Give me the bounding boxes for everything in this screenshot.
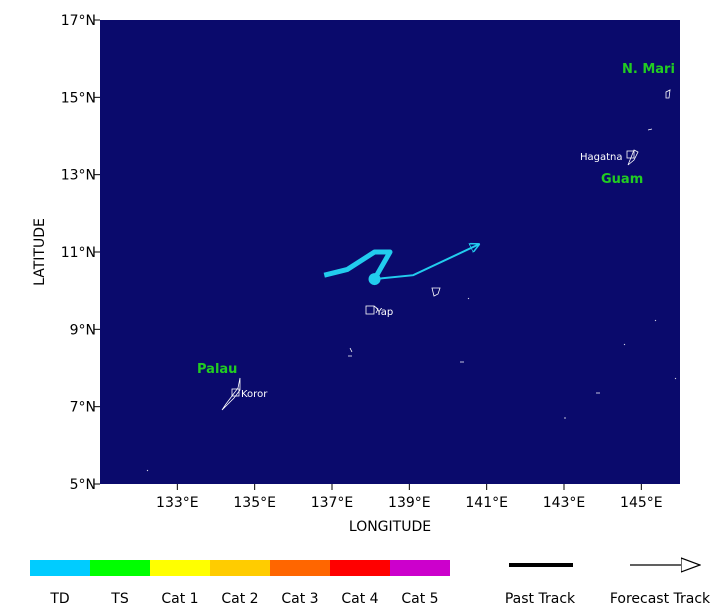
koror-marker [231,388,240,397]
y-tick-label: 7°N [70,400,96,416]
place-label: Palau [197,362,237,377]
place-label: Koror [241,389,268,400]
yap-marker [365,305,375,315]
x-axis-label: LONGITUDE [349,519,431,535]
legend-label: Past Track [505,591,576,604]
place-label: N. Mari [622,62,675,77]
place-label: Yap [375,307,393,318]
legend-label: Cat 3 [281,591,318,604]
y-tick-label: 11°N [61,245,96,261]
legend-label: TS [110,591,129,604]
current-position [368,273,381,286]
y-tick-label: 5°N [70,477,96,493]
legend-label: Cat 1 [161,591,198,604]
legend-swatch [30,560,90,576]
palau-island [221,377,241,411]
legend-swatch [270,560,330,576]
legend-swatch [330,560,390,576]
y-tick-label: 15°N [61,90,96,106]
y-tick-label: 13°N [61,168,96,184]
atolls [146,297,677,472]
place-label: Guam [601,172,643,187]
y-tick-label: 17°N [61,13,96,29]
place-label: Hagatna [580,152,623,163]
legend-label: Cat 2 [221,591,258,604]
forecast-track [374,244,479,281]
saipan-island [665,89,671,99]
legend-label: Cat 5 [401,591,438,604]
legend-swatch [390,560,450,576]
y-axis-label: LATITUDE [32,218,48,286]
legend-label: TD [49,591,69,604]
x-tick-label: 139°E [388,495,431,511]
x-tick-label: 145°E [620,495,663,511]
x-tick-label: 141°E [465,495,508,511]
legend-swatch [150,560,210,576]
x-tick-label: 143°E [543,495,586,511]
x-tick-label: 135°E [233,495,276,511]
legend-swatch [90,560,150,576]
x-tick-label: 137°E [311,495,354,511]
islands [146,89,677,472]
legend-swatch [210,560,270,576]
guam-island [627,149,639,166]
rota-island [647,128,653,131]
yap-island [373,305,379,314]
x-tick-label: 133°E [156,495,199,511]
y-tick-label: 9°N [70,322,96,338]
legend-label: Forecast Track [610,591,711,604]
past-track [323,249,393,281]
ulithi-island [431,287,441,297]
legend-label: Cat 4 [341,591,378,604]
